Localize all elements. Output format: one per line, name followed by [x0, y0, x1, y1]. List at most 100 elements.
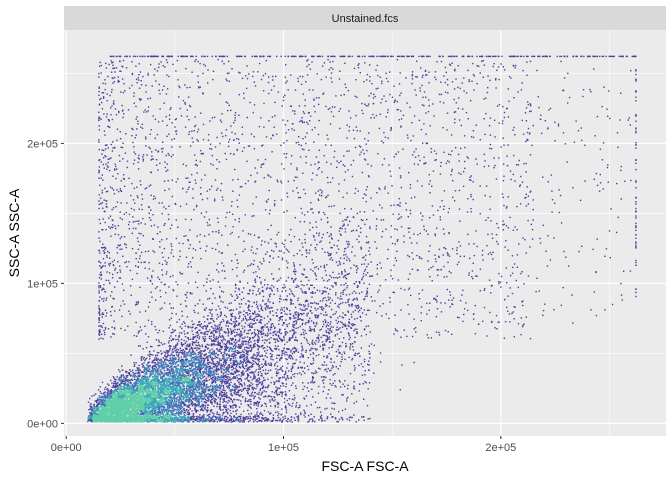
event-point	[259, 361, 260, 362]
event-point	[361, 279, 362, 280]
event-point	[225, 411, 226, 412]
event-point	[179, 383, 180, 384]
event-point	[289, 405, 290, 406]
event-point	[212, 362, 213, 363]
event-point	[248, 300, 249, 301]
event-point	[307, 211, 308, 212]
event-point	[320, 346, 321, 347]
event-point	[322, 300, 323, 301]
event-point	[283, 337, 284, 338]
event-point	[228, 333, 229, 334]
event-point	[316, 233, 317, 234]
event-point	[286, 352, 287, 353]
event-point	[216, 348, 217, 349]
event-point	[225, 396, 226, 397]
event-point	[254, 286, 255, 287]
event-point	[289, 398, 290, 399]
event-point	[202, 358, 203, 359]
event-point	[217, 329, 218, 330]
event-point	[270, 421, 271, 422]
event-point	[254, 420, 255, 421]
event-point	[186, 356, 187, 357]
event-point	[217, 421, 218, 422]
event-point	[365, 370, 366, 371]
event-point	[287, 421, 288, 422]
event-point	[158, 418, 159, 419]
event-point	[181, 339, 182, 340]
event-point	[109, 394, 110, 395]
event-point	[231, 416, 232, 417]
event-point	[122, 421, 123, 422]
event-point	[342, 359, 343, 360]
event-point	[243, 373, 244, 374]
event-point	[188, 419, 189, 420]
event-point	[254, 371, 255, 372]
event-point	[231, 393, 232, 394]
event-point	[249, 367, 250, 368]
event-point	[356, 331, 357, 332]
event-point	[277, 346, 278, 347]
event-point	[219, 351, 220, 352]
event-point	[204, 408, 205, 409]
event-point	[217, 365, 218, 366]
event-point	[211, 326, 212, 327]
event-point	[166, 382, 167, 383]
event-point	[222, 335, 223, 336]
event-point	[345, 409, 346, 410]
event-point	[357, 308, 358, 309]
event-point	[267, 301, 268, 302]
event-point	[308, 313, 309, 314]
event-point	[121, 365, 122, 366]
event-point	[233, 360, 234, 361]
event-point	[311, 312, 312, 313]
event-point	[358, 190, 359, 191]
event-point	[207, 366, 208, 367]
event-point	[161, 395, 162, 396]
event-point	[135, 370, 136, 371]
event-point	[302, 382, 303, 383]
event-point	[233, 310, 234, 311]
event-point	[298, 352, 299, 353]
event-point	[245, 371, 246, 372]
event-point	[295, 413, 296, 414]
event-point	[331, 257, 332, 258]
event-point	[248, 399, 249, 400]
event-point	[237, 380, 238, 381]
event-point	[199, 414, 200, 415]
event-point	[226, 371, 227, 372]
event-point	[224, 271, 225, 272]
event-point	[260, 388, 261, 389]
event-point	[168, 340, 169, 341]
event-point	[248, 413, 249, 414]
event-point	[351, 251, 352, 252]
event-point	[164, 355, 165, 356]
event-point	[302, 371, 303, 372]
event-point	[223, 386, 224, 387]
event-point	[267, 373, 268, 374]
event-point	[159, 365, 160, 366]
event-point	[258, 394, 259, 395]
event-point	[286, 412, 287, 413]
event-point	[283, 244, 284, 245]
event-point	[329, 259, 330, 260]
event-point	[232, 296, 233, 297]
event-point	[136, 379, 137, 380]
event-point	[234, 329, 235, 330]
event-point	[140, 393, 141, 394]
event-point	[146, 373, 147, 374]
event-point	[303, 304, 304, 305]
event-point	[195, 404, 196, 405]
event-point	[242, 421, 243, 422]
event-point	[156, 357, 157, 358]
event-point	[284, 416, 285, 417]
event-point	[248, 310, 249, 311]
event-point	[279, 301, 280, 302]
event-point	[282, 257, 283, 258]
event-point	[248, 390, 249, 391]
event-point	[343, 324, 344, 325]
event-point	[276, 361, 277, 362]
event-point	[324, 287, 325, 288]
event-point	[366, 266, 367, 267]
event-point	[278, 349, 279, 350]
